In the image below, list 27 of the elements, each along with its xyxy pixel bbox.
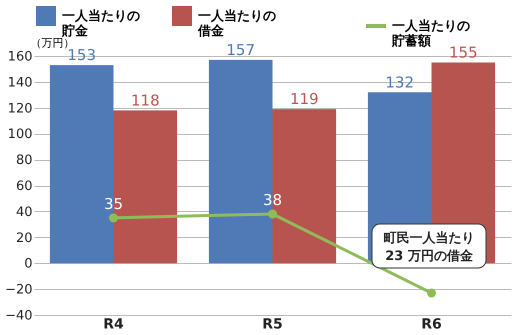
y-tick-label: −40 (5, 308, 32, 324)
data-label: 118 (130, 91, 160, 110)
point (426, 288, 436, 298)
data-label: 119 (290, 90, 319, 108)
data-label: 38 (262, 190, 282, 209)
y-tick-label: 20 (16, 230, 32, 246)
y-tick-label: 100 (8, 127, 32, 142)
y-tick-label: 160 (8, 50, 32, 64)
y-tick-label: 140 (8, 75, 32, 90)
y-tick-label: 40 (16, 204, 32, 220)
data-label: 155 (448, 43, 478, 62)
data-label: 157 (226, 40, 256, 59)
y-tick-label: 80 (16, 153, 32, 168)
data-label: 35 (104, 194, 124, 213)
y-tick-label: 120 (8, 101, 32, 116)
y-tick-label: 0 (24, 256, 32, 272)
y-tick-label: −20 (5, 282, 32, 298)
x-tick-label: R5 (262, 316, 283, 332)
data-label: 132 (385, 73, 414, 92)
point (108, 213, 118, 222)
annotation: 町民一人当たり 23 万円の借金 (384, 231, 474, 264)
point (268, 209, 278, 219)
y-tick-label: 60 (16, 179, 32, 194)
x-tick-label: R6 (421, 316, 442, 332)
x-tick-label: R4 (103, 316, 124, 332)
legend-label: 一人当たりの借金 (197, 9, 276, 39)
legend-label: 一人当たりの貯金 (61, 9, 140, 39)
